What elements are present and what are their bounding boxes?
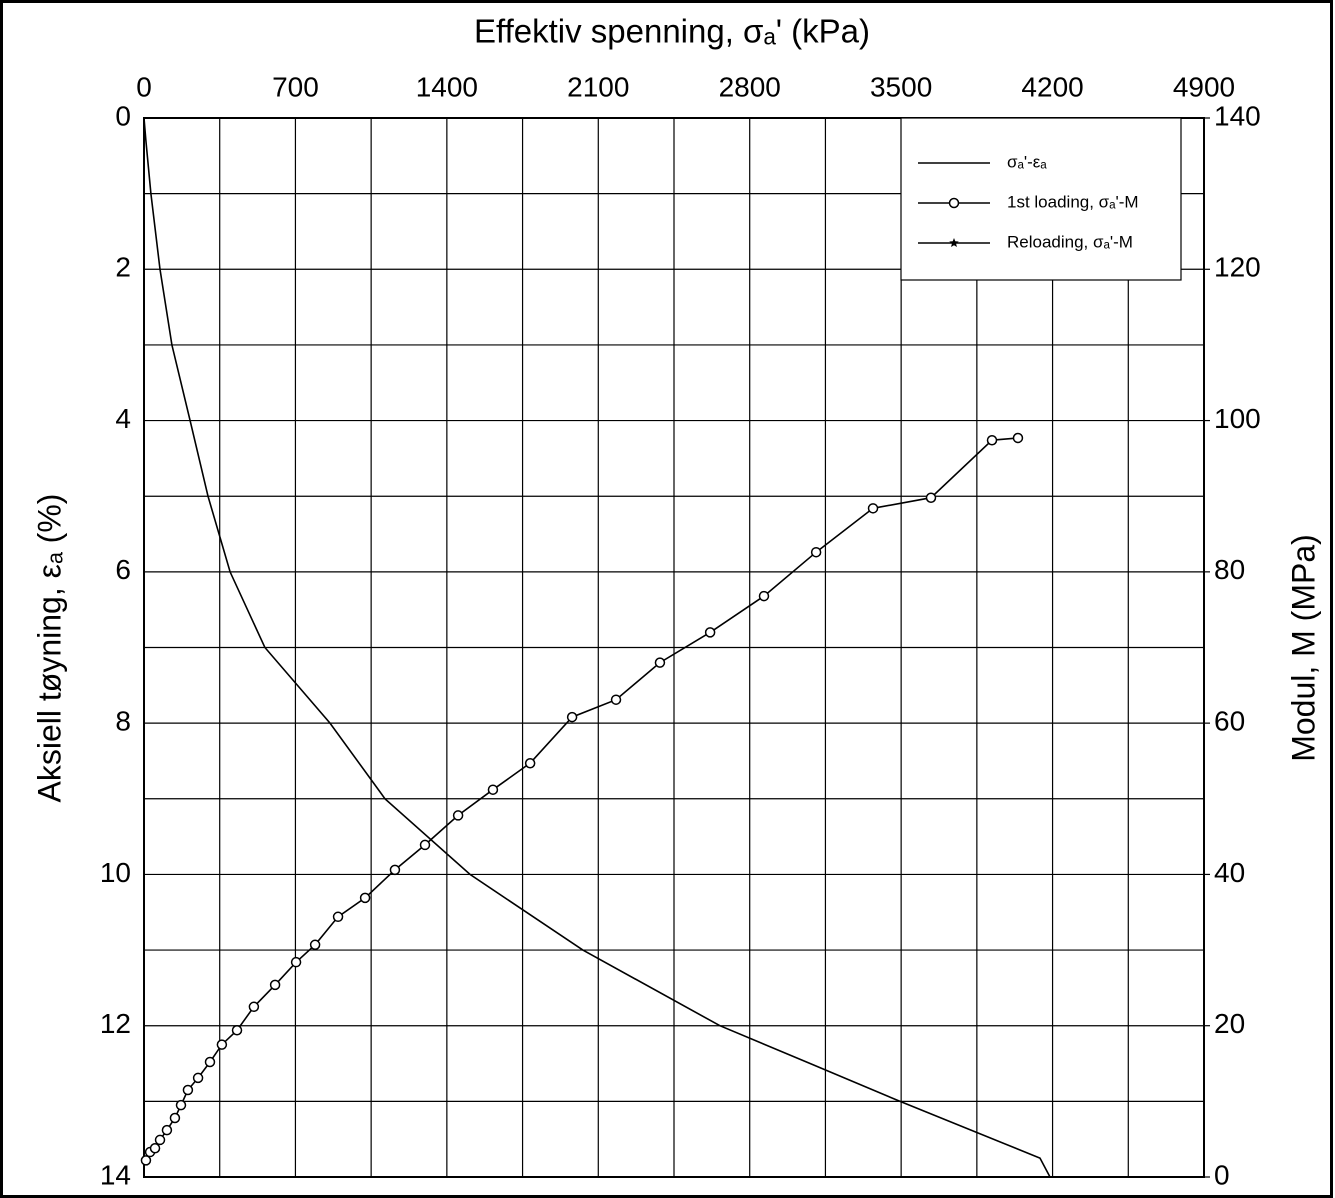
marker	[140, 1155, 152, 1166]
y2-tick-label: 60	[1214, 706, 1245, 737]
marker	[925, 492, 937, 503]
marker	[524, 757, 536, 769]
marker	[216, 1039, 228, 1050]
legend-label: Reloading, σₐ'-M	[1007, 232, 1133, 251]
marker	[290, 956, 302, 968]
y2-tick-label: 140	[1214, 100, 1261, 131]
marker	[419, 839, 431, 851]
y2-tick-label: 0	[1214, 1159, 1230, 1190]
marker	[332, 911, 344, 923]
y-tick-label: 10	[100, 857, 131, 888]
marker	[487, 784, 499, 795]
marker	[867, 503, 879, 514]
marker	[948, 197, 960, 209]
y2-tick-label: 100	[1214, 403, 1261, 434]
legend-label: 1st loading, σₐ'-M	[1007, 192, 1139, 211]
marker	[949, 238, 959, 248]
x-tick-label: 3500	[870, 71, 932, 102]
marker	[175, 1099, 187, 1111]
y-tick-label: 12	[100, 1008, 131, 1039]
x-tick-label: 2100	[567, 71, 629, 102]
marker	[154, 1134, 166, 1146]
chart-title: Effektiv spenning, σₐ' (kPa)	[474, 13, 870, 50]
marker	[758, 590, 770, 602]
marker	[810, 546, 822, 558]
y2-tick-label: 120	[1214, 252, 1261, 283]
marker	[248, 1001, 260, 1013]
y-tick-label: 2	[115, 252, 131, 283]
marker	[359, 892, 371, 904]
y2-tick-label: 80	[1214, 554, 1245, 585]
marker	[231, 1025, 243, 1036]
series-line	[143, 117, 1051, 1178]
y2-tick-label: 20	[1214, 1008, 1245, 1039]
y-axis-label: Aksiell tøyning, εₐ (%)	[31, 494, 67, 803]
x-tick-label: 4900	[1173, 71, 1235, 102]
x-tick-label: 1400	[416, 71, 478, 102]
marker	[149, 1143, 161, 1154]
marker	[566, 711, 578, 723]
plot-border	[143, 117, 1205, 1178]
x-tick-label: 0	[136, 71, 152, 102]
legend-box	[900, 117, 1182, 281]
marker	[610, 694, 622, 705]
x-tick-label: 4200	[1021, 71, 1083, 102]
marker	[161, 1124, 173, 1136]
marker	[704, 627, 716, 638]
marker	[986, 434, 998, 446]
y-tick-label: 0	[115, 100, 131, 131]
y2-axis-label: Modul, M (MPa)	[1285, 534, 1321, 762]
y2-tick-label: 40	[1214, 857, 1245, 888]
y-tick-label: 4	[115, 403, 131, 434]
y-tick-label: 14	[100, 1159, 131, 1190]
marker	[182, 1084, 194, 1096]
y-tick-label: 8	[115, 706, 131, 737]
marker	[204, 1056, 216, 1068]
legend-label: σₐ'-εₐ	[1007, 152, 1047, 171]
marker	[309, 939, 321, 951]
marker	[192, 1072, 204, 1084]
y-tick-label: 6	[115, 554, 131, 585]
marker	[452, 810, 464, 821]
marker	[1012, 432, 1024, 444]
legend: σₐ'-εₐ 1st loading, σₐ'-M Reloading, σₐ'-M	[900, 117, 1182, 281]
x-tick-label: 700	[272, 71, 319, 102]
marker	[269, 979, 281, 991]
x-tick-label: 2800	[719, 71, 781, 102]
marker	[169, 1112, 181, 1124]
marker	[389, 864, 401, 876]
marker	[654, 657, 666, 668]
